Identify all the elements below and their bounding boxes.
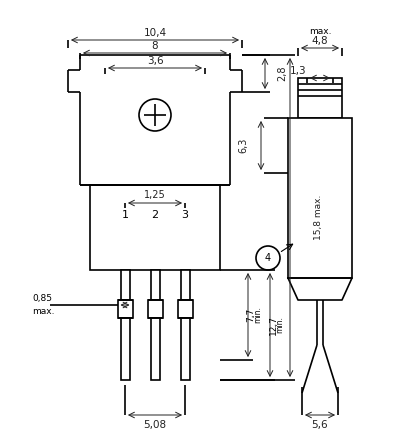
Text: 7,7: 7,7: [246, 308, 256, 322]
Text: 6,3: 6,3: [238, 138, 248, 153]
Bar: [90, 185, 220, 270]
Bar: [120, 270, 130, 300]
Bar: [288, 118, 352, 278]
Text: 1,3: 1,3: [290, 66, 306, 76]
Text: 0,85: 0,85: [32, 294, 52, 302]
Text: 2,8: 2,8: [277, 66, 287, 81]
Text: 15,8 max.: 15,8 max.: [314, 195, 322, 240]
Bar: [150, 318, 160, 380]
Text: max.: max.: [32, 308, 54, 316]
Bar: [298, 78, 342, 118]
Bar: [118, 300, 132, 318]
Text: 10,4: 10,4: [144, 28, 166, 38]
Bar: [178, 300, 192, 318]
Text: 2: 2: [152, 210, 158, 220]
Text: 4,8: 4,8: [312, 36, 328, 46]
Text: 3,6: 3,6: [147, 56, 163, 66]
Bar: [148, 300, 162, 318]
Circle shape: [256, 246, 280, 270]
Bar: [150, 270, 160, 300]
Text: 1,25: 1,25: [144, 190, 166, 200]
Text: 12,7: 12,7: [268, 315, 278, 335]
Text: 8: 8: [152, 41, 158, 51]
Bar: [180, 318, 190, 380]
Bar: [120, 318, 130, 380]
Text: max.: max.: [309, 28, 331, 37]
Text: min.: min.: [254, 307, 262, 323]
Text: 3: 3: [182, 210, 188, 220]
Text: min.: min.: [276, 316, 284, 333]
Circle shape: [139, 99, 171, 131]
Bar: [180, 270, 190, 300]
Text: 5,6: 5,6: [312, 420, 328, 430]
Text: 1: 1: [122, 210, 128, 220]
Text: 4: 4: [265, 253, 271, 263]
Text: 5,08: 5,08: [144, 420, 166, 430]
